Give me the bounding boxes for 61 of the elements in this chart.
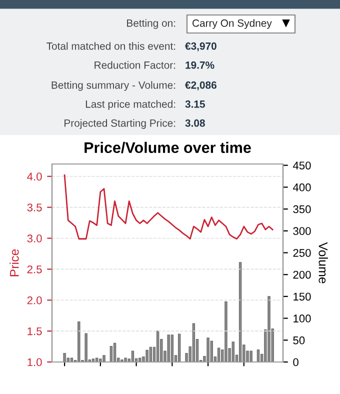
text: Reduction Factor: bbox=[94, 61, 176, 69]
bar bbox=[63, 352, 66, 362]
bar bbox=[238, 262, 242, 362]
bar bbox=[167, 334, 170, 362]
text: Projected Starting Price: bbox=[64, 119, 176, 129]
bar bbox=[84, 333, 88, 362]
y-tick-label: 4.0 bbox=[27, 172, 42, 181]
text: Carry On Sydney bbox=[192, 19, 272, 29]
bar bbox=[192, 323, 196, 362]
bar bbox=[250, 350, 252, 362]
y-tick-label: 3.0 bbox=[27, 234, 42, 242]
y2-tick-label: 350 bbox=[293, 205, 311, 214]
bar bbox=[113, 342, 116, 362]
y2-tick-label: 200 bbox=[293, 270, 311, 279]
y-tick-label: 3.5 bbox=[27, 204, 42, 212]
bar bbox=[131, 350, 134, 362]
bar bbox=[149, 346, 152, 362]
y-tick-label: 1.0 bbox=[28, 358, 42, 366]
bar bbox=[178, 334, 181, 362]
bar bbox=[78, 322, 80, 362]
bar bbox=[124, 358, 127, 362]
text: €3,970 bbox=[185, 42, 216, 52]
bar bbox=[170, 334, 174, 362]
bar bbox=[256, 349, 260, 362]
text: 19.7% bbox=[186, 61, 214, 69]
bar bbox=[268, 296, 270, 362]
y-tick-label: 1.5 bbox=[28, 327, 42, 336]
bar bbox=[156, 330, 160, 362]
bar bbox=[217, 348, 220, 362]
bar bbox=[95, 358, 98, 362]
line-series bbox=[64, 174, 274, 240]
y2-tick-label: 400 bbox=[292, 183, 311, 192]
bar bbox=[206, 338, 210, 362]
bar bbox=[232, 342, 234, 362]
text: Betting summary - Volume: bbox=[52, 81, 176, 91]
y2-tick-label: 100 bbox=[294, 314, 311, 322]
text: Total matched on this event: bbox=[46, 42, 176, 50]
y2-axis-title: Volume bbox=[318, 242, 328, 284]
y-axis-title: Price bbox=[10, 249, 19, 276]
text: Betting on: bbox=[127, 19, 176, 29]
y2-tick-label: 150 bbox=[294, 292, 311, 301]
chart-title: Price/Volume over time bbox=[84, 142, 251, 154]
y2-tick-label: 0 bbox=[293, 358, 298, 366]
text: 3.08 bbox=[185, 119, 205, 127]
y2-tick-label: 300 bbox=[293, 227, 311, 236]
text: €2,086 bbox=[185, 81, 216, 90]
text: 3.15 bbox=[185, 100, 205, 108]
bar bbox=[224, 301, 228, 362]
y-tick-label: 2.5 bbox=[27, 265, 42, 274]
text: Last price matched: bbox=[86, 100, 176, 110]
bar bbox=[110, 346, 113, 362]
y-tick-label: 2.0 bbox=[27, 296, 42, 304]
bar bbox=[99, 358, 102, 362]
bar bbox=[102, 355, 106, 362]
bar bbox=[138, 358, 142, 362]
bar bbox=[210, 340, 213, 362]
y2-tick-label: 50 bbox=[293, 336, 305, 344]
y2-tick-label: 250 bbox=[293, 248, 311, 257]
y2-tick-label: 450 bbox=[292, 162, 311, 170]
bar bbox=[70, 358, 74, 362]
bar bbox=[146, 350, 148, 362]
